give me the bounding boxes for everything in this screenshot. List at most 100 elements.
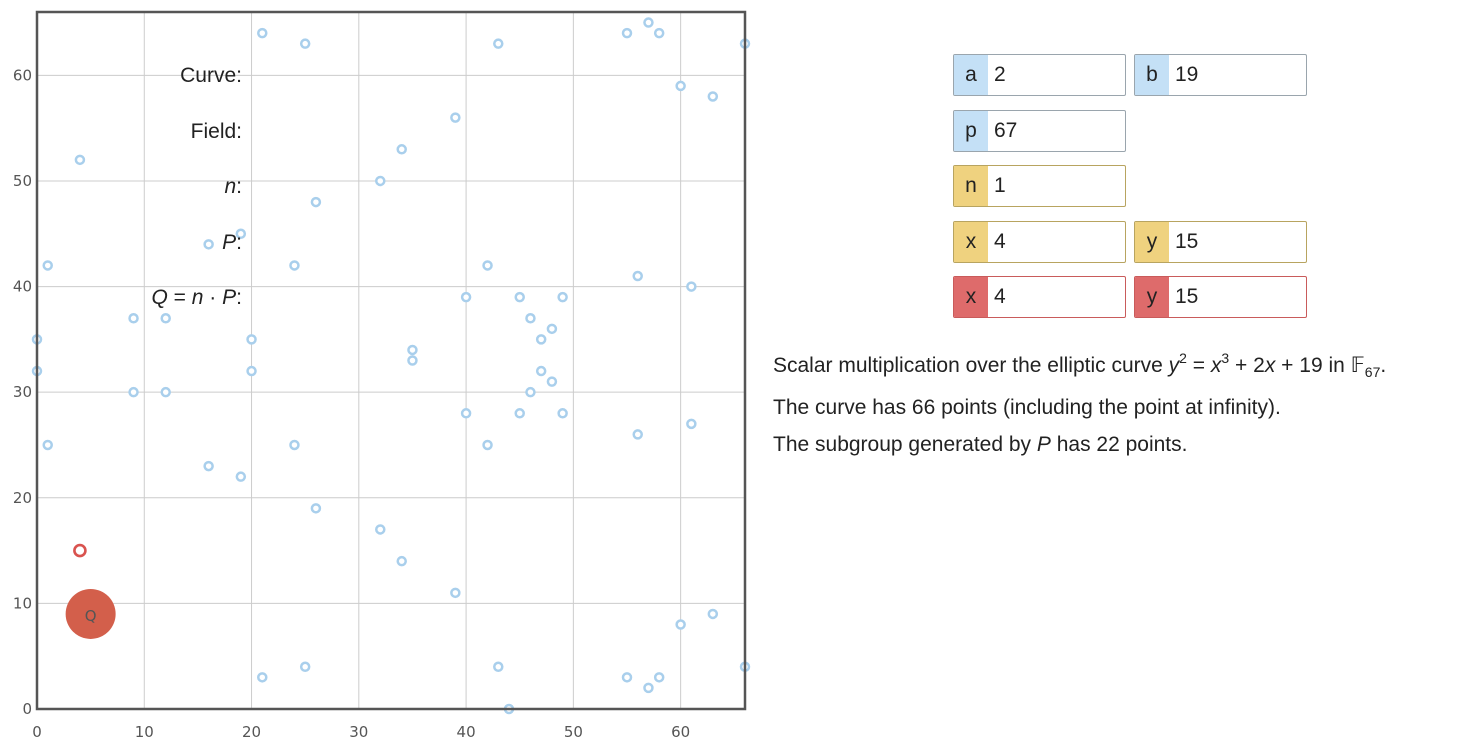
curve-point[interactable] [482, 439, 493, 451]
curve-point[interactable] [235, 228, 247, 240]
curve-point[interactable] [42, 439, 53, 451]
desc-field-sub: 67 [1364, 364, 1381, 380]
curve-point[interactable] [546, 323, 558, 335]
curve-point[interactable] [535, 334, 547, 345]
curve-point[interactable] [407, 355, 418, 366]
a-field[interactable]: a 2 [953, 54, 1126, 96]
n-label-text: n [224, 175, 237, 198]
curve-point[interactable] [407, 344, 418, 356]
x-tick-label: 60 [671, 723, 690, 741]
curve-point[interactable] [257, 672, 268, 683]
curve-point[interactable] [289, 260, 300, 271]
py-field[interactable]: y 15 [1134, 221, 1307, 263]
b-field[interactable]: b 19 [1134, 54, 1307, 96]
n-label-colon: : [236, 175, 242, 198]
desc-field-symbol: 𝔽 [1350, 353, 1365, 377]
description-line-1: Scalar multiplication over the elliptic … [773, 350, 1386, 380]
curve-point[interactable] [557, 408, 568, 419]
q-label-dot: · [203, 286, 223, 309]
curve-point[interactable] [74, 154, 86, 166]
p-field[interactable]: p 67 [953, 110, 1126, 152]
x-tick-label: 10 [135, 723, 154, 741]
curve-point[interactable] [493, 661, 504, 673]
curve-point[interactable] [160, 386, 171, 398]
curve-point[interactable] [299, 661, 311, 673]
curve-point[interactable] [493, 38, 504, 49]
curve-point[interactable] [525, 313, 536, 324]
curve-point[interactable] [203, 460, 214, 472]
n-label: n: [224, 165, 242, 209]
curve-point[interactable] [643, 17, 654, 28]
curve-point[interactable] [707, 91, 719, 102]
curve-point[interactable] [375, 524, 386, 535]
desc-line3-p: P [1036, 433, 1051, 456]
curve-point[interactable] [621, 27, 633, 39]
p-value[interactable]: 67 [994, 119, 1018, 142]
curve-point[interactable] [653, 27, 665, 39]
curve-point[interactable] [257, 27, 268, 39]
curve-point[interactable] [482, 260, 493, 271]
curve-point[interactable] [310, 503, 322, 514]
curve-point[interactable] [675, 619, 686, 630]
curve-point[interactable] [128, 386, 139, 398]
curve-point[interactable] [375, 175, 386, 187]
curve-point[interactable] [289, 439, 300, 451]
px-field[interactable]: x 4 [953, 221, 1126, 263]
curve-point[interactable] [686, 281, 697, 292]
curve-point[interactable] [686, 418, 697, 430]
curve-point[interactable] [632, 429, 643, 440]
field-label: Field: [190, 120, 242, 143]
curve-point[interactable] [310, 196, 322, 208]
x-tick-label: 0 [32, 723, 42, 741]
q-label-p: P [222, 286, 237, 309]
curve-point[interactable] [557, 291, 568, 303]
curve-point[interactable] [450, 587, 461, 599]
b-tag: b [1135, 55, 1169, 95]
px-value[interactable]: 4 [994, 230, 1006, 253]
point-p[interactable] [73, 543, 87, 558]
n-value[interactable]: 1 [994, 174, 1006, 197]
curve-point[interactable] [643, 682, 654, 694]
q-label-n: n [191, 286, 204, 309]
curve-point-plot: Q 0 10 20 30 40 50 60 0 10 20 30 40 50 60 [13, 10, 751, 741]
y-tick-label: 20 [13, 489, 32, 507]
curve-point[interactable] [632, 270, 643, 282]
curve-point[interactable] [514, 408, 525, 419]
curve-point[interactable] [535, 365, 547, 377]
curve-point[interactable] [514, 291, 525, 303]
b-value[interactable]: 19 [1175, 63, 1199, 86]
curve-point[interactable] [707, 608, 719, 620]
py-value[interactable]: 15 [1175, 230, 1199, 253]
desc-eq: = [1186, 354, 1211, 377]
curve-point[interactable] [396, 555, 407, 567]
y-tick-label: 40 [13, 278, 32, 296]
curve-point[interactable] [450, 112, 461, 123]
curve-point[interactable] [160, 313, 171, 324]
y-tick-label: 50 [13, 172, 32, 190]
curve-point[interactable] [460, 408, 472, 419]
a-value[interactable]: 2 [994, 63, 1006, 86]
desc-cube: 3 [1221, 350, 1230, 366]
q-label-colon: : [236, 286, 242, 309]
n-field[interactable]: n 1 [953, 165, 1126, 207]
plot-grid [36, 12, 745, 710]
curve-point[interactable] [235, 471, 247, 482]
curve-point[interactable] [653, 672, 665, 683]
a-tag: a [954, 55, 988, 95]
curve-point[interactable] [299, 38, 311, 49]
curve-point[interactable] [396, 144, 407, 155]
curve-point[interactable] [42, 260, 53, 271]
curve-point[interactable] [621, 672, 633, 683]
desc-line3-a: The subgroup generated by [773, 433, 1037, 456]
curve-point[interactable] [675, 80, 686, 92]
point-q[interactable] [65, 588, 116, 639]
curve-point[interactable] [203, 239, 214, 250]
y-tick-label: 30 [13, 383, 32, 401]
curve-point[interactable] [246, 334, 257, 345]
desc-rest: + 2 [1229, 354, 1265, 377]
curve-point[interactable] [246, 365, 257, 377]
curve-point[interactable] [460, 291, 472, 303]
curve-point[interactable] [546, 376, 558, 387]
curve-point[interactable] [525, 386, 536, 398]
curve-point[interactable] [128, 313, 139, 324]
